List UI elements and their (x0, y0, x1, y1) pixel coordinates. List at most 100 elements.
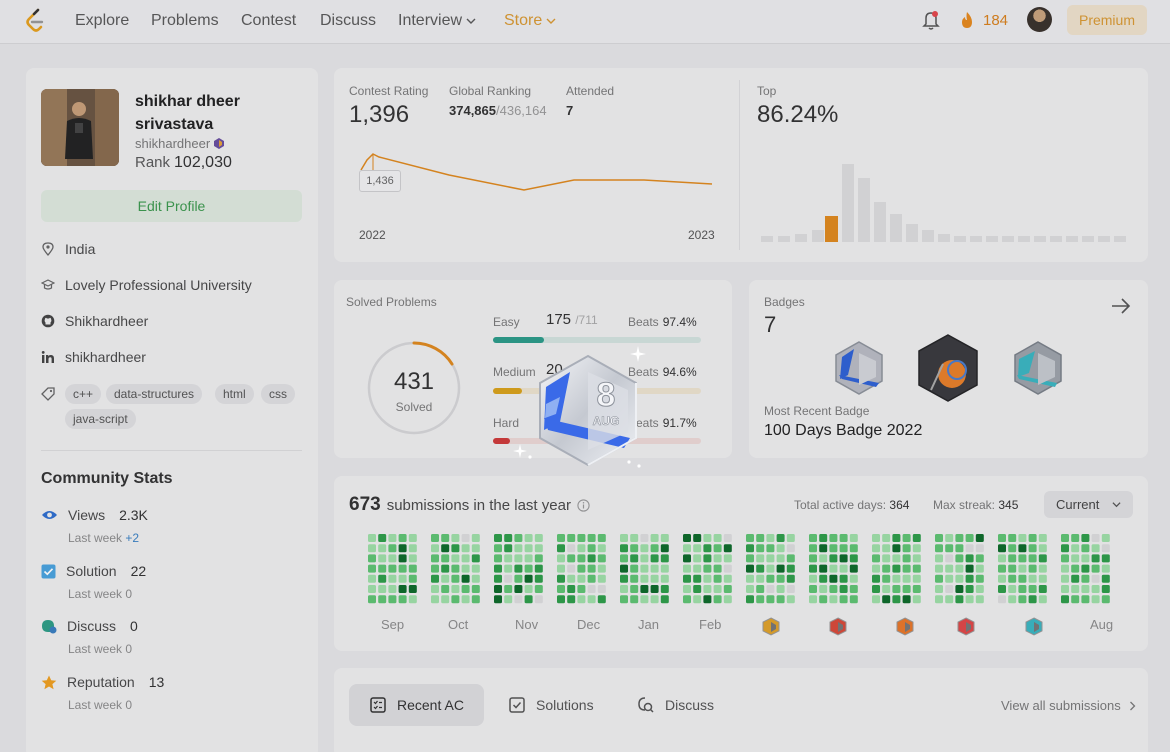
heatmap-cell[interactable] (368, 544, 376, 553)
heatmap-cell[interactable] (683, 564, 691, 573)
heatmap-cell[interactable] (713, 544, 722, 553)
heatmap-cell[interactable] (766, 585, 775, 593)
linkedin-text[interactable]: shikhardheer (65, 349, 146, 365)
heatmap-cell[interactable] (368, 564, 376, 573)
heatmap-cell[interactable] (882, 574, 891, 583)
heatmap-cell[interactable] (693, 554, 702, 563)
heatmap-cell[interactable] (587, 564, 596, 573)
tab-recent-ac[interactable]: Recent AC (349, 684, 484, 726)
may-badge-icon[interactable] (896, 617, 914, 636)
heatmap-cell[interactable] (1018, 574, 1027, 583)
heatmap-cell[interactable] (975, 595, 984, 604)
heatmap-cell[interactable] (809, 554, 817, 563)
notification-bell-icon[interactable] (922, 10, 940, 30)
fire-streak-icon[interactable] (960, 11, 974, 29)
heatmap-cell[interactable] (514, 554, 523, 563)
heatmap-cell[interactable] (451, 564, 460, 573)
heatmap-cell[interactable] (557, 544, 565, 553)
heatmap-cell[interactable] (1061, 574, 1069, 583)
heatmap-cell[interactable] (975, 585, 984, 593)
heatmap-cell[interactable] (1091, 585, 1100, 593)
heatmap-cell[interactable] (431, 534, 439, 542)
heatmap-cell[interactable] (1081, 585, 1090, 593)
heatmap-cell[interactable] (1018, 534, 1027, 542)
skill-tag[interactable]: html (215, 384, 254, 404)
heatmap-cell[interactable] (431, 564, 439, 573)
heatmap-cell[interactable] (431, 595, 439, 604)
heatmap-cell[interactable] (1091, 554, 1100, 563)
heatmap-cell[interactable] (746, 534, 754, 542)
heatmap-cell[interactable] (534, 595, 543, 604)
heatmap-cell[interactable] (1018, 585, 1027, 593)
heatmap-cell[interactable] (975, 564, 984, 573)
heatmap-cell[interactable] (557, 554, 565, 563)
heatmap-cell[interactable] (998, 595, 1006, 604)
heatmap-cell[interactable] (408, 595, 417, 604)
arrow-right-icon[interactable] (1110, 296, 1132, 316)
heatmap-cell[interactable] (524, 574, 533, 583)
heatmap-cell[interactable] (809, 534, 817, 542)
heatmap-cell[interactable] (567, 554, 576, 563)
heatmap-cell[interactable] (912, 595, 921, 604)
heatmap-cell[interactable] (504, 595, 513, 604)
heatmap-cell[interactable] (829, 554, 838, 563)
heatmap-cell[interactable] (1038, 554, 1047, 563)
heatmap-cell[interactable] (839, 554, 848, 563)
heatmap-cell[interactable] (746, 554, 754, 563)
heatmap-cell[interactable] (776, 595, 785, 604)
heatmap-cell[interactable] (683, 554, 691, 563)
heatmap-cell[interactable] (461, 534, 470, 542)
heatmap-cell[interactable] (955, 554, 964, 563)
heatmap-cell[interactable] (998, 554, 1006, 563)
heatmap-cell[interactable] (955, 544, 964, 553)
heatmap-cell[interactable] (567, 585, 576, 593)
heatmap-cell[interactable] (1081, 554, 1090, 563)
heatmap-cell[interactable] (839, 534, 848, 542)
heatmap-cell[interactable] (597, 585, 606, 593)
heatmap-cell[interactable] (597, 544, 606, 553)
skill-tag[interactable]: data-structures (106, 384, 203, 404)
tab-discuss[interactable]: Discuss (617, 684, 734, 726)
heatmap-cell[interactable] (620, 534, 628, 542)
heatmap-cell[interactable] (786, 574, 795, 583)
heatmap-cell[interactable] (1061, 544, 1069, 553)
heatmap-cell[interactable] (630, 595, 639, 604)
heatmap-cell[interactable] (1071, 554, 1080, 563)
heatmap-cell[interactable] (892, 544, 901, 553)
heatmap-cell[interactable] (534, 564, 543, 573)
heatmap-cell[interactable] (557, 564, 565, 573)
heatmap-cell[interactable] (935, 544, 943, 553)
heatmap-cell[interactable] (998, 574, 1006, 583)
heatmap-cell[interactable] (849, 574, 858, 583)
heatmap-cell[interactable] (441, 534, 450, 542)
heatmap-cell[interactable] (723, 585, 732, 593)
heatmap-cell[interactable] (902, 534, 911, 542)
heatmap-cell[interactable] (524, 544, 533, 553)
heatmap-cell[interactable] (514, 534, 523, 542)
heatmap-cell[interactable] (441, 595, 450, 604)
heatmap-cell[interactable] (660, 564, 669, 573)
heatmap-cell[interactable] (441, 574, 450, 583)
heatmap-cell[interactable] (504, 585, 513, 593)
heatmap-cell[interactable] (514, 564, 523, 573)
heatmap-cell[interactable] (829, 574, 838, 583)
heatmap-cell[interactable] (620, 574, 628, 583)
heatmap-cell[interactable] (431, 554, 439, 563)
heatmap-cell[interactable] (1038, 574, 1047, 583)
heatmap-cell[interactable] (557, 595, 565, 604)
heatmap-cell[interactable] (965, 585, 974, 593)
heatmap-cell[interactable] (912, 564, 921, 573)
heatmap-cell[interactable] (1061, 595, 1069, 604)
heatmap-cell[interactable] (514, 544, 523, 553)
nav-store[interactable]: Store (504, 12, 556, 30)
heatmap-cell[interactable] (965, 534, 974, 542)
heatmap-cell[interactable] (408, 585, 417, 593)
heatmap-cell[interactable] (524, 585, 533, 593)
heatmap-cell[interactable] (703, 564, 712, 573)
heatmap-cell[interactable] (494, 564, 502, 573)
heatmap-cell[interactable] (451, 595, 460, 604)
heatmap-cell[interactable] (703, 534, 712, 542)
heatmap-cell[interactable] (577, 564, 586, 573)
heatmap-cell[interactable] (567, 574, 576, 583)
heatmap-cell[interactable] (902, 585, 911, 593)
